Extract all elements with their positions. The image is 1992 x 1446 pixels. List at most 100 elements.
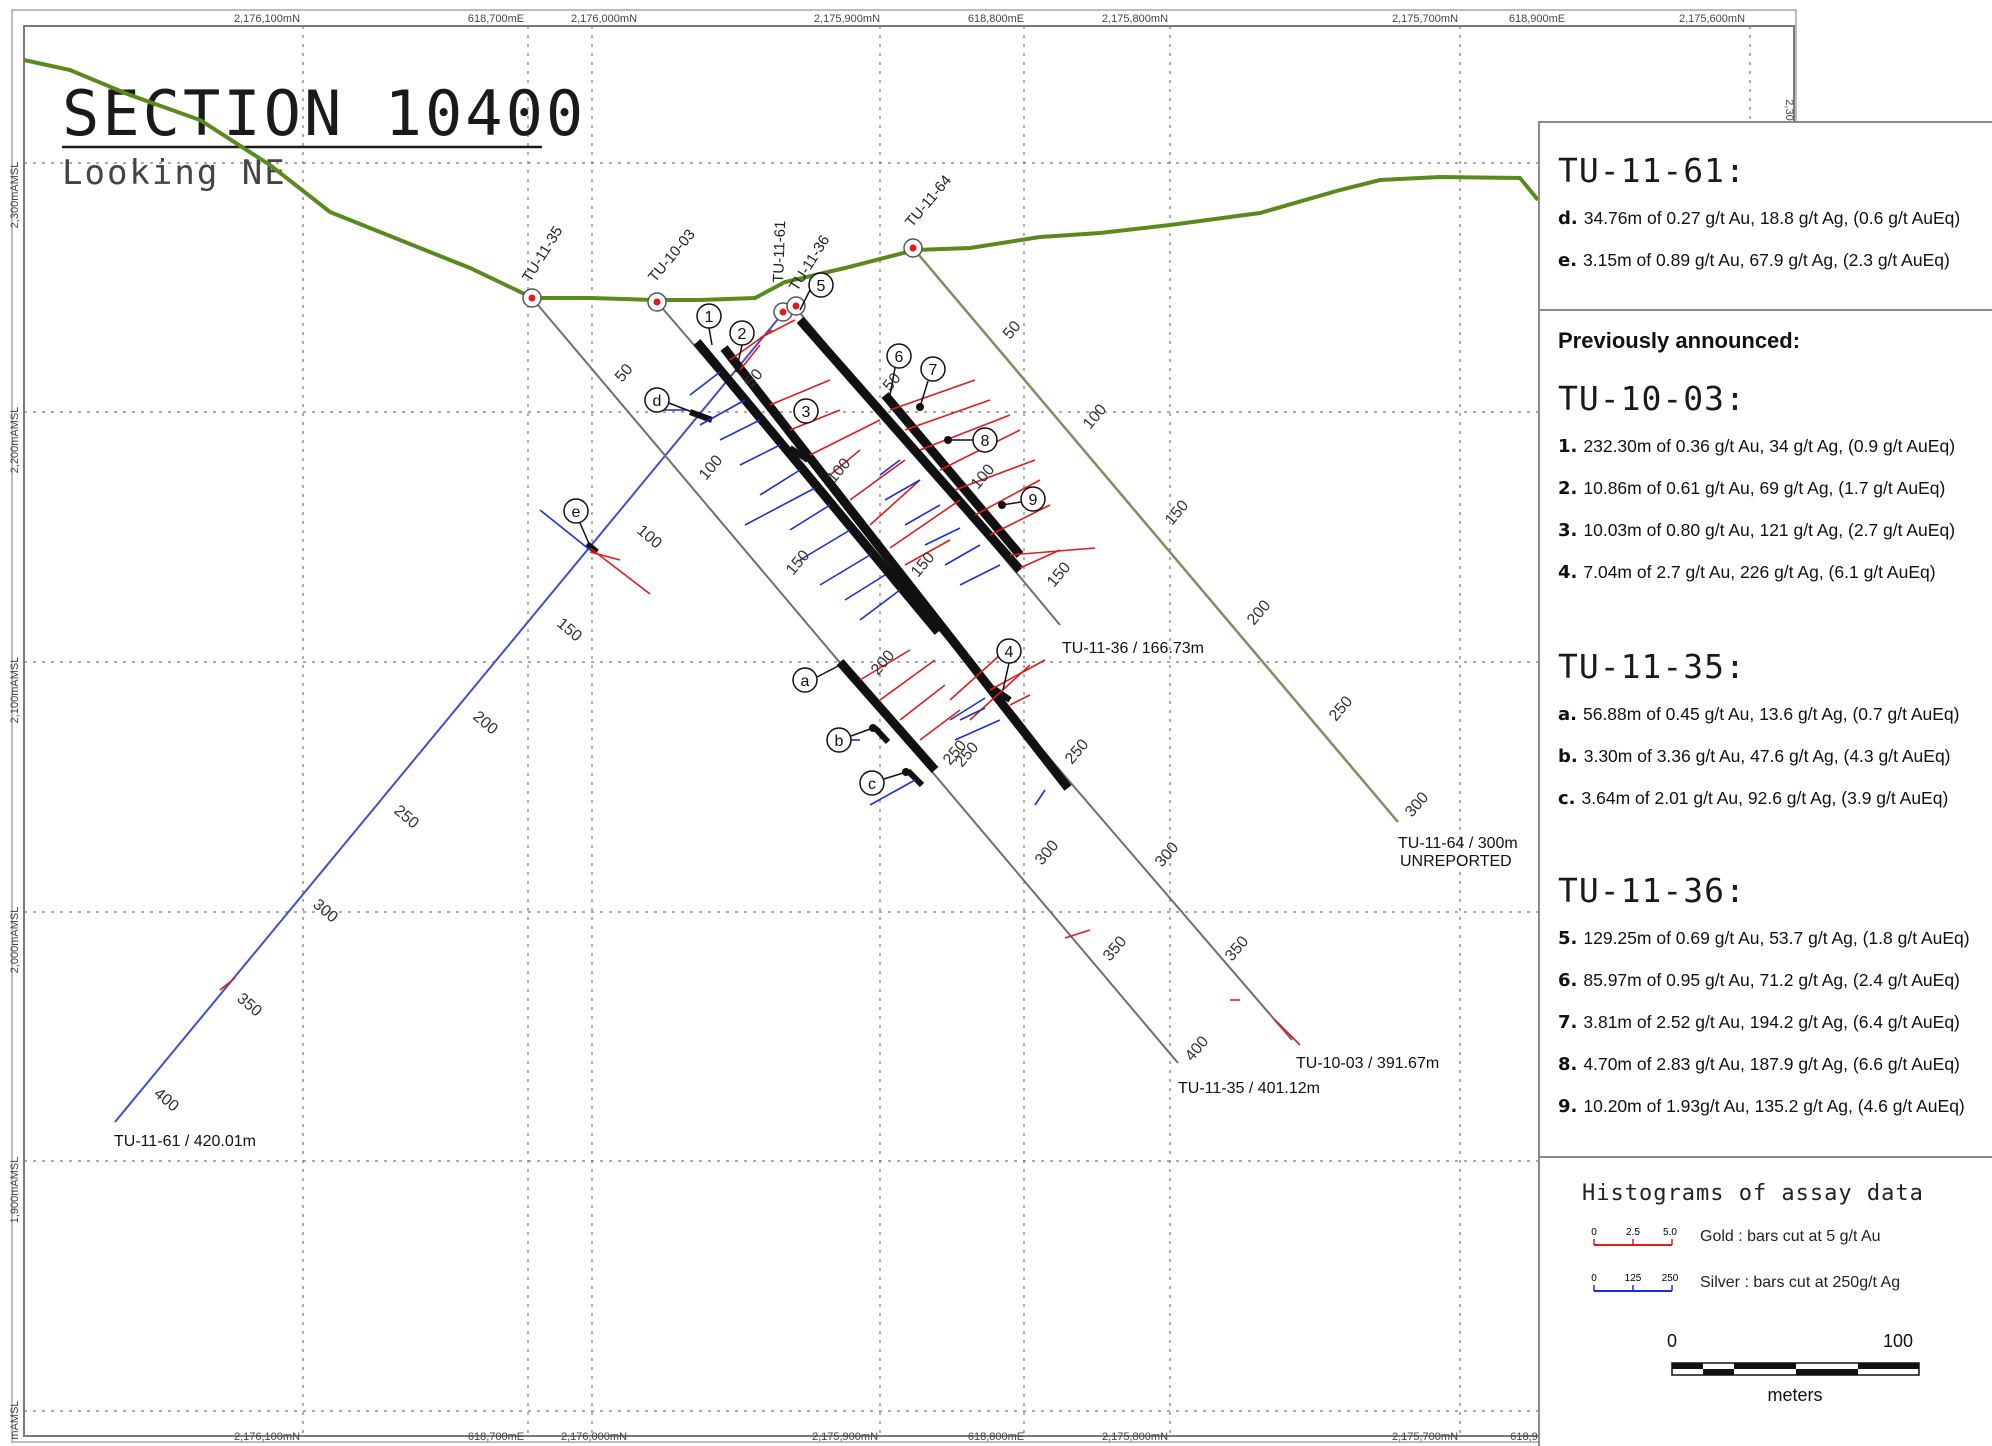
intercept-tu-11-35-a-band — [693, 339, 942, 635]
hole-end-label: TU-11-35 / 401.12m — [1178, 1080, 1320, 1097]
legend-hole-title: TU-11-61: — [1558, 151, 1746, 190]
svg-text:8: 8 — [981, 433, 990, 450]
coordinate-grid — [24, 26, 1794, 1436]
silver-scale-bar: 0 125 250 — [1591, 1273, 1679, 1292]
svg-text:3: 3 — [802, 404, 811, 421]
depth-tick: 100 — [1080, 401, 1110, 432]
grid-label-top: 618,900mE — [1509, 13, 1565, 25]
legend-key: 8. — [1558, 1054, 1578, 1075]
depth-tick: 300 — [1152, 839, 1182, 870]
legend-text: 7.04m of 2.7 g/t Au, 226 g/t Ag, (6.1 g/… — [1583, 562, 1936, 582]
silver-scale-tick: 250 — [1662, 1273, 1679, 1284]
intercept-d — [688, 409, 714, 423]
legend-key: b. — [1558, 746, 1578, 767]
legend-intercept-row: 9. 10.20m of 1.93g/t Au, 135.2 g/t Ag, (4… — [1558, 1096, 1965, 1117]
previously-announced-heading: Previously announced: — [1558, 328, 1801, 353]
grid-label-bottom: 2,175,800mN — [1102, 1431, 1168, 1443]
grid-label-top: 2,176,000mN — [571, 13, 637, 25]
depth-tick: 200 — [868, 647, 898, 678]
grid-label-bottom: 2,176,000mN — [561, 1431, 627, 1443]
legend-text: 10.03m of 0.80 g/t Au, 121 g/t Ag, (2.7 … — [1583, 520, 1956, 540]
legend-intercept-row: e. 3.15m of 0.89 g/t Au, 67.9 g/t Ag, (2.… — [1558, 250, 1950, 271]
legend-intercept-row: 5. 129.25m of 0.69 g/t Au, 53.7 g/t Ag, (… — [1558, 928, 1970, 949]
depth-tick: 100 — [633, 522, 664, 552]
legend-text: 34.76m of 0.27 g/t Au, 18.8 g/t Ag, (0.6… — [1583, 208, 1961, 228]
legend-text: 56.88m of 0.45 g/t Au, 13.6 g/t Ag, (0.7… — [1582, 704, 1960, 724]
grid-label-bottom: 2,176,100mN — [234, 1431, 300, 1443]
depth-tick: 150 — [1162, 497, 1192, 528]
intercept-c — [905, 768, 925, 788]
callout-5: 5 — [799, 272, 834, 311]
drill-trace-tu-11-61 — [114, 312, 784, 1123]
callout-7: 7 — [916, 356, 946, 411]
legend-intercept-row: 4. 7.04m of 2.7 g/t Au, 226 g/t Ag, (6.1 … — [1558, 562, 1936, 583]
legend-key: a. — [1558, 704, 1577, 725]
legend-text: 232.30m of 0.36 g/t Au, 34 g/t Ag, (0.9 … — [1583, 436, 1956, 456]
collar-label: TU-11-35 — [519, 223, 566, 285]
legend-text: 3.64m of 2.01 g/t Au, 92.6 g/t Ag, (3.9 … — [1581, 788, 1949, 808]
svg-text:9: 9 — [1029, 492, 1038, 509]
intercept-3 — [788, 445, 810, 463]
callout-2: 2 — [729, 320, 755, 373]
legend-key: 7. — [1558, 1012, 1578, 1033]
legend-intercept-row: 2. 10.86m of 0.61 g/t Au, 69 g/t Ag, (1.7… — [1558, 478, 1945, 499]
legend-text: 10.86m of 0.61 g/t Au, 69 g/t Ag, (1.7 g… — [1583, 478, 1946, 498]
callout-8: 8 — [944, 427, 998, 453]
callout-b: b — [826, 724, 877, 753]
hole-end-label: TU-11-64 / 300m — [1398, 835, 1518, 852]
depth-tick: 400 — [1182, 1033, 1212, 1064]
grid-label-right: 2,30 — [1783, 99, 1795, 120]
depth-tick: 250 — [390, 802, 421, 832]
depth-tick: 100 — [696, 452, 726, 483]
scale-unit: meters — [1767, 1385, 1822, 1405]
legend-key: c. — [1558, 788, 1576, 809]
grid-label-bottom: 2,175,900mN — [812, 1431, 878, 1443]
map-frame — [23, 25, 1795, 1437]
grid-label-left: 2,300mAMSL — [9, 162, 21, 229]
grid-label-top: 618,800mE — [968, 13, 1024, 25]
legend-text: 3.15m of 0.89 g/t Au, 67.9 g/t Ag, (2.3 … — [1583, 250, 1950, 270]
hole-end-label: TU-11-36 / 166.73m — [1062, 640, 1204, 657]
drill-trace-tu-11-64 — [912, 247, 1399, 823]
callout-a: a — [792, 663, 843, 693]
depth-tick: 50 — [1000, 318, 1025, 343]
grid-label-top: 2,175,900mN — [814, 13, 880, 25]
callout-c: c — [859, 768, 910, 796]
legend-key: 4. — [1558, 562, 1578, 583]
grid-label-top: 2,176,100mN — [234, 13, 300, 25]
depth-tick: 350 — [1222, 933, 1252, 964]
section-subtitle: Looking NE — [62, 153, 287, 193]
legend-intercept-row: c. 3.64m of 2.01 g/t Au, 92.6 g/t Ag, (3.… — [1558, 788, 1948, 809]
hole-end-label: TU-11-61 / 420.01m — [114, 1133, 256, 1150]
legend-key: 2. — [1558, 478, 1578, 499]
grid-label-top: 2,175,600mN — [1679, 13, 1745, 25]
legend-key: d. — [1558, 208, 1578, 229]
grid-label-bottom: 2,175,700mN — [1392, 1431, 1458, 1443]
depth-tick: 300 — [309, 896, 340, 926]
depth-tick: 350 — [233, 990, 264, 1020]
svg-text:a: a — [801, 673, 810, 690]
callout-9: 9 — [998, 486, 1046, 512]
legend-text: 129.25m of 0.69 g/t Au, 53.7 g/t Ag, (1.… — [1583, 928, 1970, 948]
legend-key: 3. — [1558, 520, 1578, 541]
section-title: SECTION 10400 — [62, 77, 586, 150]
legend-key: 5. — [1558, 928, 1578, 949]
depth-tick: 250 — [1062, 736, 1092, 767]
intercept-6 — [881, 392, 1024, 558]
legend-text: 3.30m of 3.36 g/t Au, 47.6 g/t Ag, (4.3 … — [1583, 746, 1951, 766]
drill-traces — [114, 238, 1399, 1123]
depth-tick: 400 — [150, 1085, 181, 1115]
grid-label-left: 2,000mAMSL — [9, 907, 21, 974]
gold-scale-tick: 0 — [1591, 1227, 1597, 1238]
legend-divider — [1540, 1156, 1992, 1158]
grid-label-bottom: 618,800mE — [968, 1431, 1024, 1443]
callouts: 1 2 3 4 5 6 7 8 9 a b c d e — [563, 272, 1046, 796]
legend-intercept-row: d. 34.76m of 0.27 g/t Au, 18.8 g/t Ag, (0… — [1558, 208, 1960, 229]
grid-label-left: 2,200mAMSL — [9, 407, 21, 474]
svg-text:5: 5 — [817, 278, 826, 295]
callout-4: 4 — [996, 638, 1022, 691]
intercept-e — [585, 541, 599, 555]
legend-hole-title: TU-10-03: — [1558, 379, 1746, 418]
svg-text:1: 1 — [705, 309, 714, 326]
gold-legend-label: Gold : bars cut at 5 g/t Au — [1700, 1228, 1881, 1245]
